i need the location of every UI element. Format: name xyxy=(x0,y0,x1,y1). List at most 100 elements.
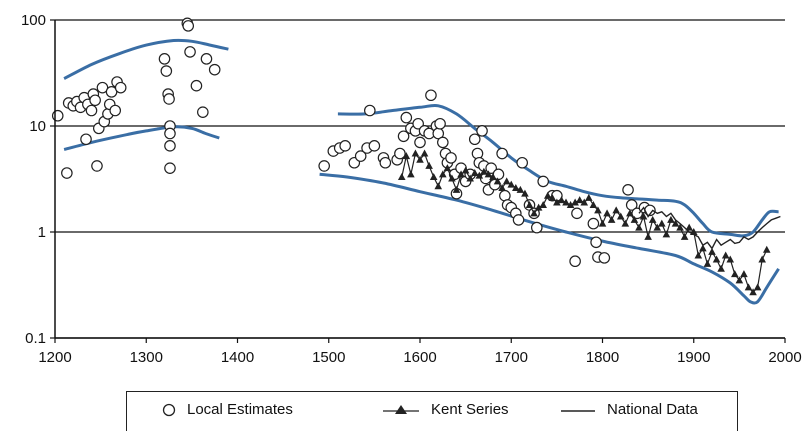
kent-series-point xyxy=(653,223,662,231)
kent-series-point xyxy=(429,173,438,181)
envelope-lower-modern xyxy=(319,172,780,305)
kent-series-point xyxy=(457,170,465,178)
local-estimate-point xyxy=(516,156,528,169)
kent-series-point xyxy=(671,219,680,227)
kent-series-point xyxy=(621,219,630,227)
local-estimate-point xyxy=(339,140,351,152)
kent-series-point xyxy=(676,223,684,231)
local-estimate-point xyxy=(622,184,634,196)
x-tick-label-1500: 1500 xyxy=(312,349,345,366)
kent-series-point xyxy=(480,167,488,175)
local-estimate-point xyxy=(208,63,221,76)
local-estimate-point xyxy=(80,133,92,146)
kent-series-point xyxy=(530,209,538,217)
local-estimate-point xyxy=(164,127,176,140)
kent-series-point xyxy=(662,230,671,238)
local-estimate-point xyxy=(437,136,449,149)
kent-series-point xyxy=(489,173,497,181)
kent-series-point xyxy=(648,215,657,223)
kent-series-point xyxy=(740,270,748,278)
kent-series-point xyxy=(731,270,739,278)
x-tick-label-1800: 1800 xyxy=(586,349,619,366)
kent-series-point xyxy=(699,244,707,252)
kent-series-point xyxy=(594,206,602,214)
kent-series-point xyxy=(466,174,474,182)
kent-series-point xyxy=(420,149,429,157)
kent-series-point xyxy=(566,200,575,208)
legend-label-national: National Data xyxy=(607,401,698,418)
y-tick-label-100: 100 xyxy=(21,12,46,29)
local-estimate-point xyxy=(158,53,171,65)
local-estimate-point xyxy=(571,207,583,220)
local-estimate-point xyxy=(400,111,413,124)
kent-series-point xyxy=(470,169,479,177)
y-tick-label-10: 10 xyxy=(29,118,46,135)
y-tick-label-0.1: 0.1 xyxy=(25,330,46,347)
kent-series-point xyxy=(630,215,639,223)
kent-series-point xyxy=(753,283,762,291)
open-circle-icon xyxy=(162,403,176,416)
x-tick-label-1300: 1300 xyxy=(130,349,163,366)
local-estimate-point xyxy=(587,217,600,230)
x-tick-label-1200: 1200 xyxy=(38,349,71,366)
local-estimate-point xyxy=(160,65,173,77)
local-estimate-point xyxy=(425,89,437,102)
kent-series-point xyxy=(416,155,424,163)
local-estimate-point xyxy=(412,117,424,130)
kent-series-point xyxy=(443,164,452,172)
kent-series-point xyxy=(703,259,712,267)
kent-series-point xyxy=(411,149,420,157)
local-estimate-point xyxy=(89,94,101,107)
x-tick-label-1400: 1400 xyxy=(221,349,254,366)
local-estimate-point xyxy=(61,167,73,179)
kent-series-point xyxy=(539,200,547,208)
kent-series-point xyxy=(717,264,725,272)
kent-series-point xyxy=(639,212,648,220)
x-tick-label-1900: 1900 xyxy=(677,349,710,366)
legend: Local Estimates Kent Series National Dat… xyxy=(126,391,738,431)
chart-svg: 0.1 1 10 100 1200 1300 1400 1500 1600 1700 1800 190… xyxy=(21,12,802,366)
kent-series-point xyxy=(603,209,611,217)
kent-series-point xyxy=(439,170,447,178)
kent-series-point xyxy=(534,203,543,211)
kent-series-point xyxy=(502,177,511,185)
local-estimate-point xyxy=(163,93,175,105)
kent-series-point xyxy=(397,173,406,181)
kent-series-point xyxy=(712,255,721,263)
kent-series-point xyxy=(635,223,643,231)
local-estimate-point xyxy=(354,150,367,162)
kent-series-point xyxy=(726,255,735,263)
data-series xyxy=(51,17,781,296)
x-tick-label-2000: 2000 xyxy=(768,349,801,366)
kent-series-point xyxy=(667,215,675,223)
line-icon xyxy=(561,409,595,412)
kent-series-point xyxy=(507,180,516,188)
kent-series-point xyxy=(402,152,411,160)
legend-item-kent-series: Kent Series xyxy=(381,401,509,418)
kent-series-point xyxy=(694,251,703,259)
kent-series-point xyxy=(589,200,598,208)
kent-series-point xyxy=(562,198,570,206)
kent-series-point xyxy=(749,288,757,296)
local-estimate-point xyxy=(394,147,406,160)
kent-series-point xyxy=(616,212,625,220)
local-estimate-point xyxy=(379,156,392,169)
kent-series-point xyxy=(744,283,753,291)
kent-series-point xyxy=(548,193,557,201)
local-estimate-point xyxy=(114,81,127,94)
triangle-line-icon xyxy=(383,404,419,414)
kent-series-point xyxy=(721,251,730,259)
local-estimate-point xyxy=(200,53,213,65)
local-estimate-point xyxy=(184,46,196,58)
local-estimate-point xyxy=(51,109,64,122)
kent-series-point xyxy=(680,232,689,240)
kent-series-point xyxy=(758,255,766,263)
local-estimate-point xyxy=(164,162,176,174)
kent-series-point xyxy=(626,209,634,217)
local-estimate-point xyxy=(368,140,381,152)
legend-label-local: Local Estimates xyxy=(187,401,293,418)
kent-series-point xyxy=(658,219,666,227)
local-estimate-point xyxy=(318,160,330,172)
kent-series-point xyxy=(448,174,456,182)
kent-series-point xyxy=(708,247,716,255)
